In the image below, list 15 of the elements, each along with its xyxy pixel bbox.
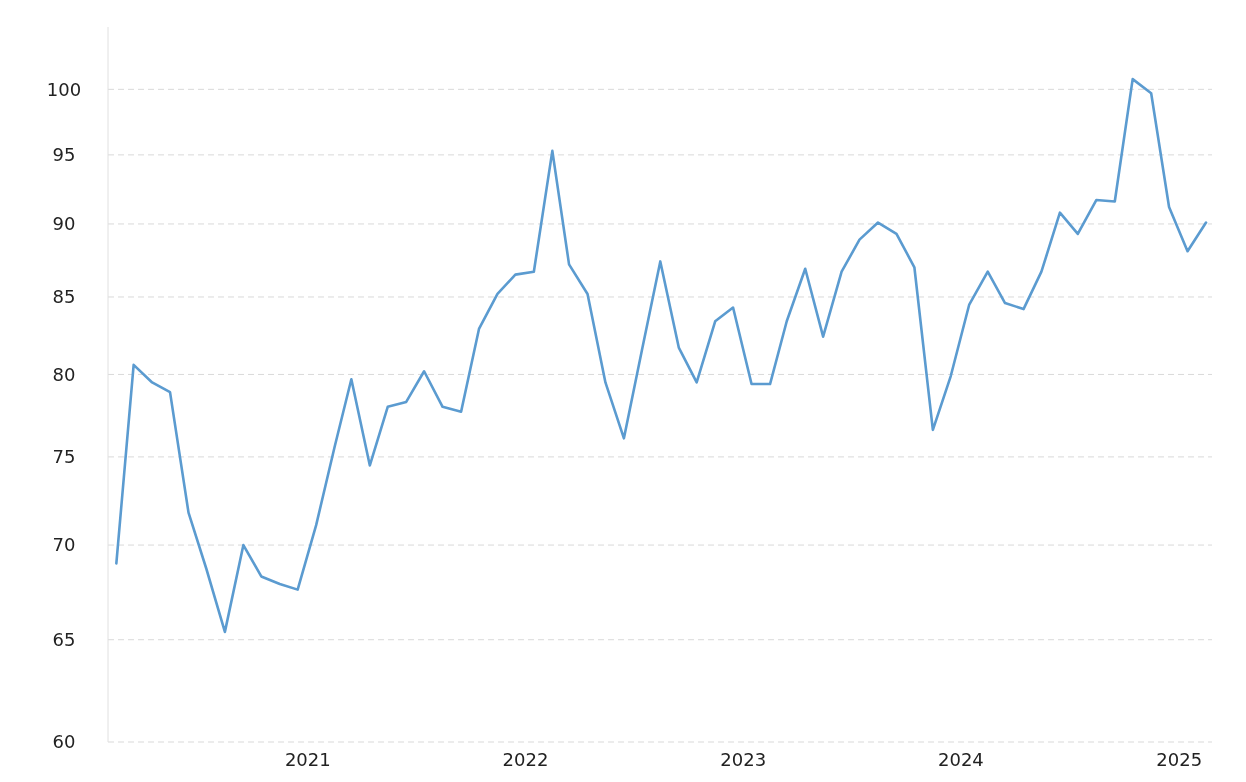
x-tick-label: 2024 <box>937 749 984 770</box>
x-tick-label: 2023 <box>720 749 767 770</box>
x-tick-label: 2022 <box>502 749 549 770</box>
line-series <box>115 77 1208 634</box>
y-tick-label: 80 <box>52 363 76 385</box>
y-tick-label: 70 <box>52 534 76 556</box>
y-tick-label: 75 <box>52 446 76 468</box>
y-tick-label: 60 <box>52 731 76 753</box>
x-tick-label: 2025 <box>1156 749 1203 770</box>
y-tick-label: 100 <box>46 78 82 100</box>
y-tick-label: 90 <box>52 213 76 235</box>
y-tick-label: 85 <box>52 286 76 308</box>
x-tick-label: 2021 <box>284 749 331 770</box>
y-tick-label: 95 <box>52 144 76 166</box>
y-tick-label: 65 <box>52 629 76 651</box>
